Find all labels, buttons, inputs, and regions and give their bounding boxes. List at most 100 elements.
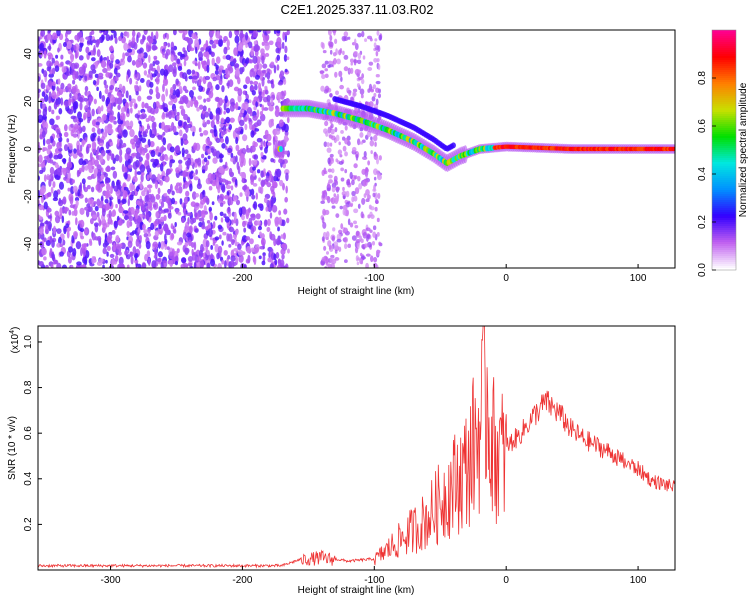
spectrogram-noise (217, 185, 221, 194)
spectrogram-noise (321, 236, 325, 242)
spectrogram-noise (202, 105, 207, 112)
spectrogram-noise (104, 88, 109, 95)
spectrogram-noise (257, 225, 263, 231)
colorbar-step (712, 110, 736, 113)
spectrogram-noise (195, 202, 200, 207)
spectrogram-noise (266, 182, 272, 188)
spectrogram-noise (365, 166, 369, 172)
spectrogram-noise (107, 92, 111, 97)
spectrogram-noise (233, 211, 237, 221)
spectrogram-noise (133, 41, 138, 50)
spectrogram-noise (215, 137, 221, 143)
spectrogram-noise (353, 208, 359, 214)
spectrogram-noise (230, 185, 234, 191)
colorbar-step (712, 256, 736, 259)
spectrogram-noise (175, 88, 181, 98)
spectrogram-noise (133, 135, 139, 143)
spectrogram-noise (81, 164, 85, 173)
spectrogram-noise (80, 235, 85, 240)
colorbar-step (712, 104, 736, 107)
spectrogram-noise (336, 58, 341, 65)
spectrogram-noise (329, 49, 333, 55)
spectrogram-noise (211, 57, 215, 66)
colorbar-step (712, 44, 736, 47)
spectrogram-noise (85, 36, 91, 41)
spectrogram-noise (328, 179, 333, 184)
spectrogram-noise (88, 143, 91, 148)
spectrogram-noise (55, 54, 59, 59)
spectrogram-noise (190, 201, 196, 207)
spectrogram-noise (251, 89, 256, 96)
spectrogram-noise (129, 251, 133, 257)
spectrogram-noise (118, 263, 125, 268)
spectrogram-noise (235, 199, 241, 206)
spectrogram-noise (215, 176, 219, 183)
spectrogram-noise (38, 154, 43, 164)
spectrogram-noise (218, 70, 223, 76)
colorbar-step (712, 144, 736, 147)
spectrogram-noise (172, 30, 177, 36)
spectrogram-noise (68, 209, 72, 216)
spectrogram-noise (338, 161, 344, 165)
spectrogram-noise (251, 194, 256, 200)
spectrogram-noise (286, 56, 290, 61)
spectrogram-noise (140, 204, 145, 211)
spectrogram-noise (330, 128, 335, 135)
spectrogram-noise (332, 52, 337, 57)
spectrogram-noise (179, 198, 183, 205)
spectrogram-noise (111, 258, 116, 266)
spectrogram-noise (259, 113, 266, 122)
spectrogram-noise (94, 205, 99, 212)
spectrogram-noise (225, 135, 229, 145)
spectrogram-noise (99, 154, 104, 163)
colorbar-step (712, 210, 736, 213)
spectrogram-noise (287, 248, 290, 254)
spectrogram-noise (276, 91, 282, 100)
spectrogram-noise (134, 259, 139, 264)
colorbar-tick-label: 0.0 (697, 263, 708, 277)
spectrogram-noise (278, 119, 284, 127)
spectrogram-noise (262, 254, 266, 263)
spectrogram-noise (60, 61, 64, 67)
colorbar-step (712, 232, 736, 235)
spectrogram-noise (277, 258, 282, 266)
spectrogram-noise (279, 179, 284, 187)
spectrogram-noise (73, 148, 77, 154)
spectrogram-noise (320, 200, 325, 205)
spectrogram-noise (182, 72, 188, 80)
spectrogram-noise (149, 81, 154, 88)
spectrogram-noise (57, 199, 64, 207)
spectrogram-noise (250, 226, 255, 235)
spectrogram-noise (40, 30, 46, 37)
spectrogram-noise (135, 200, 141, 206)
spectrogram-noise (225, 67, 228, 75)
spectrogram-noise (226, 233, 230, 242)
spectrogram-noise (146, 184, 153, 189)
spectrogram-noise (213, 39, 219, 45)
spectrogram-noise (368, 61, 374, 66)
spectrogram-noise (235, 155, 238, 163)
spectrogram-noise (141, 223, 146, 231)
spectrogram-noise (208, 90, 214, 99)
spectrogram-noise (180, 257, 187, 264)
spectrogram-noise (376, 30, 380, 36)
spectrogram-noise (177, 65, 183, 72)
spectrogram-noise (344, 169, 348, 174)
spectrogram-noise (327, 174, 333, 179)
spectrogram-noise (120, 58, 124, 63)
spectrogram-noise (327, 263, 332, 268)
spectrogram-noise (223, 213, 227, 219)
spectrogram-noise (185, 160, 191, 167)
spectrogram-noise (215, 56, 221, 64)
spectrogram-noise (165, 125, 172, 129)
spectrogram-noise (127, 164, 133, 169)
spectrogram-noise (353, 175, 358, 180)
spectrogram-noise (226, 39, 230, 48)
spectrogram-noise (40, 48, 43, 58)
spectrogram-noise (252, 30, 259, 38)
spectrogram-noise (359, 131, 364, 138)
spectrogram-noise (77, 189, 80, 197)
spectrogram-noise (51, 239, 55, 248)
spectrogram-noise (331, 186, 336, 193)
spectrogram-noise (250, 145, 256, 153)
